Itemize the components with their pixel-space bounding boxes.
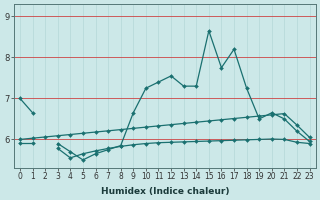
X-axis label: Humidex (Indice chaleur): Humidex (Indice chaleur) [100,187,229,196]
